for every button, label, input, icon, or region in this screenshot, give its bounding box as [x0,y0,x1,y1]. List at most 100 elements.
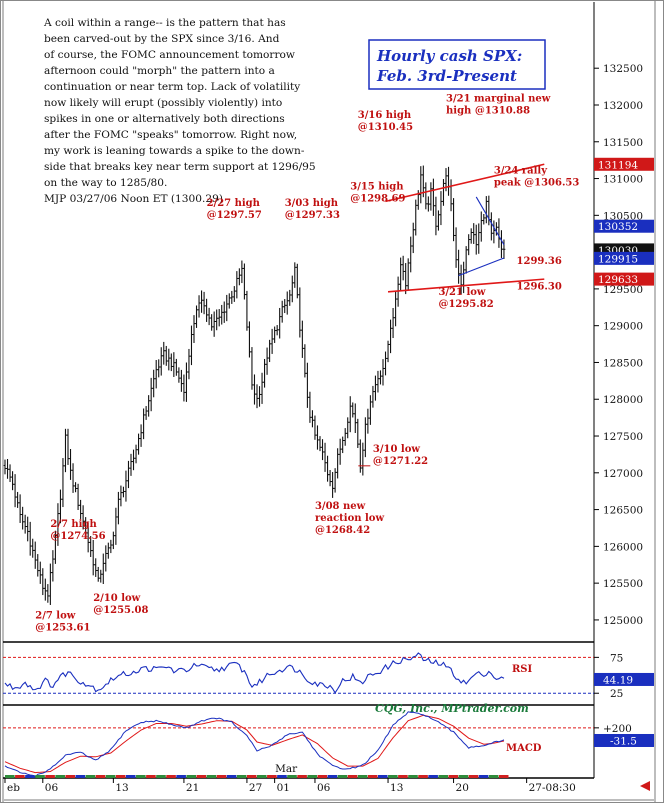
session-strip-segment [236,775,247,778]
annotation-label: 3/03 high @1297.33 [285,198,340,221]
annotation-line: @1268.42 [315,525,370,536]
price-tick-label: 127500 [603,431,643,443]
session-strip-segment [216,775,227,778]
session-strip-segment [35,775,45,778]
session-strip-segment [186,775,197,778]
time-tick-label: 27-08:30 [529,782,576,794]
session-strip-segment [226,775,237,778]
session-strip-segment [337,775,348,778]
commentary-line: afternoon could "morph" the pattern into… [44,65,276,77]
session-strip-segment [468,775,479,778]
session-strip-segment [347,775,358,778]
commentary: A coil within a range-- is the pattern t… [43,17,319,205]
price-marker-box [594,272,654,286]
trendline-coil-upper [475,196,505,246]
time-tick-label: 13 [390,782,403,794]
annotation-line: @1271.22 [373,456,428,467]
annotation-label: 3/24 rally peak @1306.53 [494,165,580,188]
annotation-line: 3/03 high [285,198,339,209]
price-marker-box [594,251,654,265]
price-marker-label: 129633 [598,274,638,286]
price-axis-layer: 125000 125500 126000 126500 127000 127500 1280… [594,63,654,627]
annotation-line: peak @1306.53 [494,177,580,188]
session-strip-segment [287,775,297,778]
price-tick-label: 132000 [603,100,643,112]
annotation-label: 3/08 new reaction low @1268.42 [315,501,385,536]
price-marker-label: 129915 [598,253,638,265]
trendline-resistance [385,163,545,203]
annotation-label: 2/10 low @1255.08 [93,593,148,616]
session-strip-segment [85,775,96,778]
macd-label: MACD [506,743,542,754]
session-strip-segment [448,775,459,778]
session-strip-segment [156,775,166,778]
session-strip-segment [267,775,277,778]
commentary-line: my work is leaning towards a spike to th… [44,145,305,157]
rsi-tick-label: 25 [610,688,623,700]
price-tick-label: 131000 [603,174,643,186]
session-strip-segment [297,775,307,778]
annotation-line: reaction low [315,513,385,524]
rsi-panel: 75 25 44.19 RSI [3,652,654,700]
session-strip-segment [55,775,65,778]
session-strip-segment [307,775,317,778]
time-tick-label: 27 [249,782,262,794]
price-tick-label: 130500 [603,210,643,222]
annotation-line: 1296.30 [517,282,562,293]
session-strip-segment [367,775,378,778]
annotation-line: @1298.69 [350,194,405,205]
session-strip-segment [65,775,76,778]
session-strip-segment [206,775,217,778]
macd-current-label: -31.5 [610,735,637,747]
rsi-current-box [594,672,654,686]
session-strip-segment [257,775,267,778]
price-marker-box [594,157,654,171]
session-strip-segment [166,775,176,778]
macd-panel: +200-31.5 MACD [3,711,654,778]
annotation-label: 2/7 high @1274.56 [50,519,105,542]
commentary-line: been carved-out by the SPX since 3/16. A… [44,33,280,45]
annotation-label: 1299.36 [517,256,562,267]
annotation-line: @1297.33 [285,210,340,221]
session-strip-segment [136,775,146,778]
session-strip-segment [327,775,338,778]
commentary-line: of course, the FOMC announcement tomorro… [44,49,295,61]
title-box [368,39,546,90]
price-tick-label: 132500 [603,63,643,75]
watermark: CQG, Inc., MPtrader.com [375,702,529,715]
annotations-layer: 2/7 high @1274.562/7 low @1253.612/10 low @… [35,93,579,633]
session-strip-segment [25,775,35,778]
session-strip-segment [377,775,388,778]
annotation-line: 3/15 high [350,182,404,193]
price-marker-box [594,219,654,233]
macd-tick-label: +200 [603,723,632,735]
scroll-arrow-icon [640,781,650,791]
price-tick-label: 129500 [603,284,643,296]
trendlines-layer [385,163,545,293]
annotation-label: 3/21 low @1295.82 [438,287,493,310]
price-bar [502,239,506,259]
session-strip-segment [15,775,25,778]
session-strip-segment [408,775,418,778]
macd-line [4,711,505,778]
session-strip-segment [428,775,438,778]
annotation-line: 2/27 high [207,198,261,209]
session-strip-segment [458,775,469,778]
time-tick-label: 20 [456,782,469,794]
annotation-label: 3/15 high @1298.69 [350,182,405,205]
session-strip-segment [418,775,428,778]
session-strip-segment [176,775,186,778]
price-tick-label: 125000 [603,615,643,627]
annotation-line: 2/10 low [93,593,140,604]
price-tick-label: 128000 [603,394,643,406]
price-tick-label: 127000 [603,468,643,480]
annotation-line: high @1310.88 [446,105,530,116]
commentary-line: side that breaks key near term support a… [44,161,316,173]
session-strip-segment [125,775,136,778]
session-strip-segment [478,775,489,778]
price-bars-layer [3,165,506,605]
time-tick-label: 06 [45,782,59,794]
session-strip-segment [357,775,368,778]
time-tick-label: eb [7,782,20,794]
